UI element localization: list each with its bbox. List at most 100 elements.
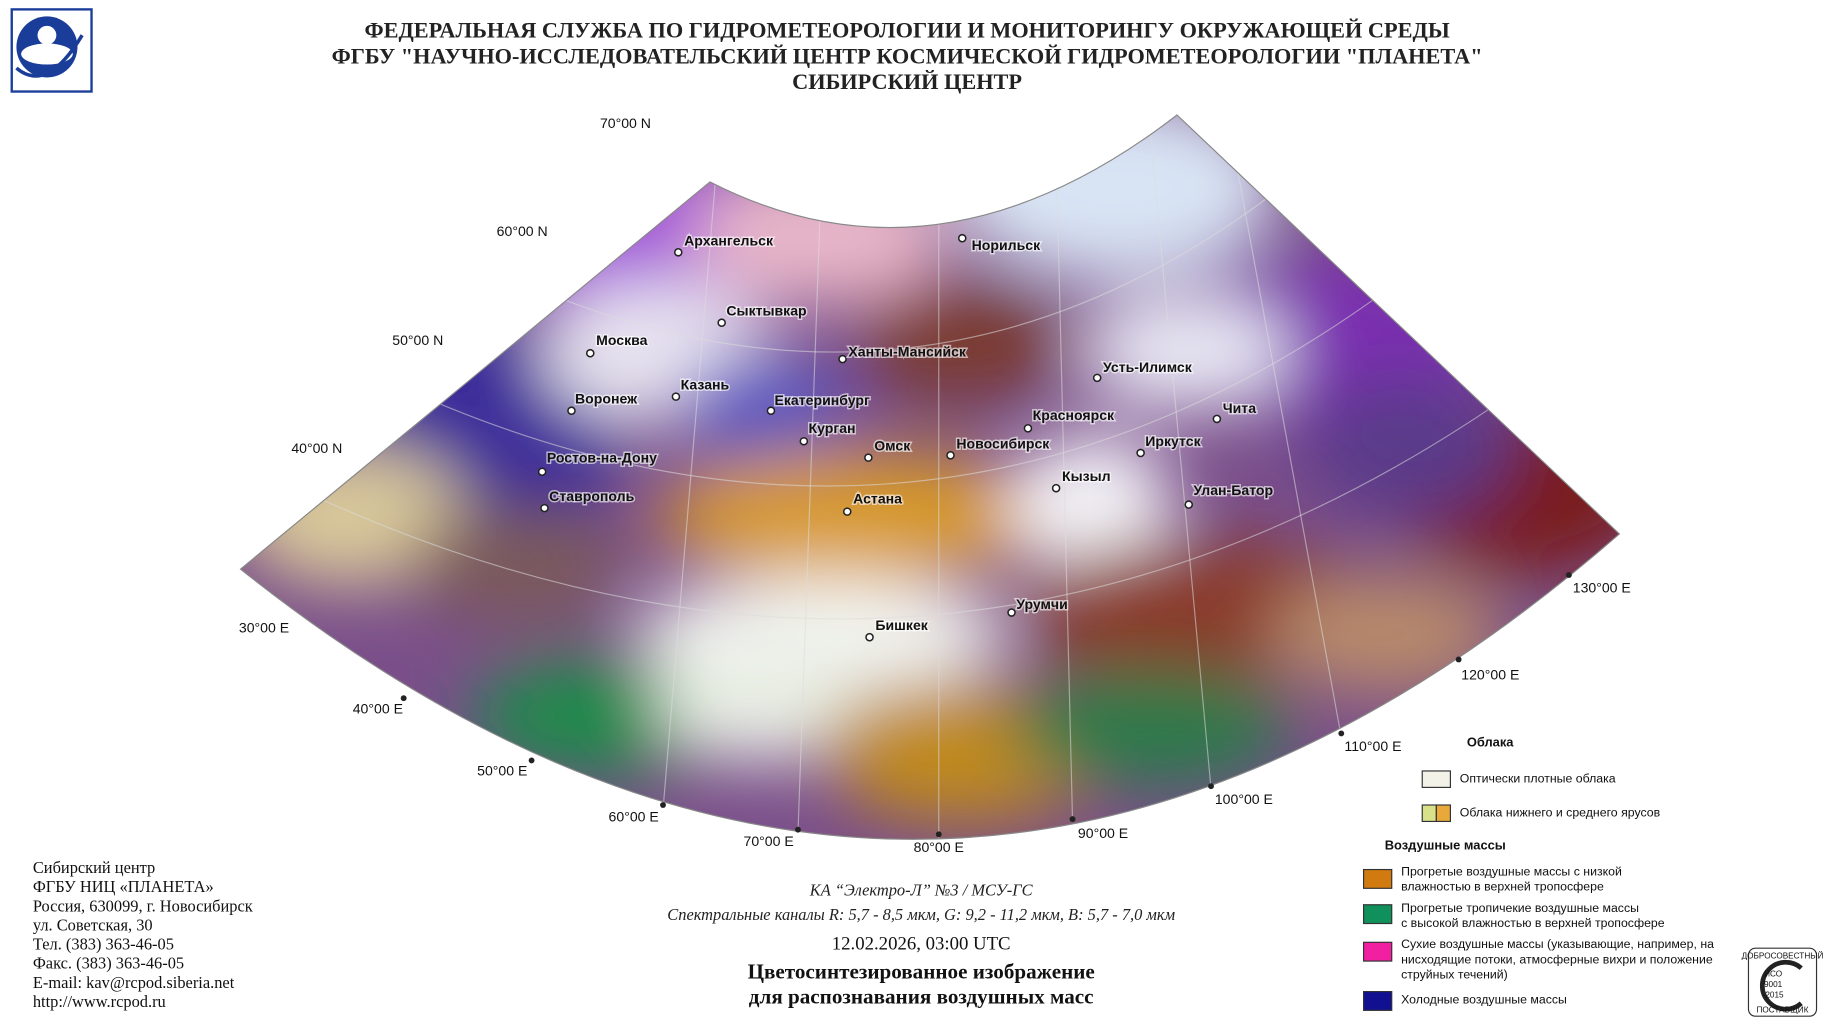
lat-labels: 70°00 N 60°00 N 50°00 N 40°00 N (291, 115, 651, 456)
city-label: Чита (1223, 400, 1256, 416)
contact-line: Сибирский центр (33, 858, 155, 877)
city-dot (585, 348, 595, 358)
city-dot (865, 632, 874, 642)
city-label: Курган (809, 420, 856, 436)
legend-label: Прогретые воздушные массы с низкой (1401, 864, 1622, 878)
contact-line: ФГБУ НИЦ «ПЛАНЕТА» (33, 877, 214, 896)
lat-label: 70°00 N (600, 115, 651, 131)
legend-swatch (1362, 941, 1393, 962)
legend-label: Облака нижнего и среднего ярусов (1460, 806, 1660, 820)
caption-channels: Спектральные каналы R: 5,7 - 8,5 мкм, G:… (667, 905, 1175, 924)
lon-tick (1455, 656, 1462, 663)
city-label: Усть-Илимск (1103, 359, 1193, 375)
legend-label: Холодные воздушные массы (1401, 992, 1567, 1006)
city-dot (864, 453, 873, 462)
city-dot (717, 318, 726, 327)
city-dot (1136, 448, 1145, 458)
lon-label: 120°00 E (1461, 666, 1519, 682)
city-label: Ростов-на-Дону (547, 449, 657, 465)
city-label: Ханты-Мансийск (848, 344, 967, 360)
city-label: Улан-Батор (1193, 482, 1273, 498)
legend-label: нисходящие потоки, атмосферные вихри и п… (1401, 952, 1713, 966)
lon-label: 110°00 E (1344, 738, 1401, 754)
satellite-image (240, 115, 1620, 840)
city-dot (1007, 608, 1016, 617)
city-dot (766, 406, 776, 415)
city-dot (1212, 414, 1222, 424)
lon-tick (1338, 730, 1345, 737)
city-dot (842, 507, 852, 516)
city-dot (1051, 483, 1061, 493)
legend-swatch (1421, 804, 1437, 823)
city-dot (567, 406, 576, 415)
badge-text: 9001 (1764, 980, 1783, 989)
city-dot (838, 354, 847, 364)
legend-label: с высокой влажностью в верхней тропосфер… (1401, 916, 1665, 930)
city-label: Казань (681, 377, 730, 393)
legend-swatch (1435, 804, 1451, 823)
city-dot (957, 233, 967, 243)
city-label: Архангельск (684, 232, 774, 248)
header-line: ФЕДЕРАЛЬНАЯ СЛУЖБА ПО ГИДРОМЕТЕОРОЛОГИИ … (364, 18, 1449, 43)
contact-line: Факс. (383) 363-46-05 (33, 954, 184, 973)
city-dot (1023, 424, 1033, 433)
city-label: Иркутск (1145, 433, 1201, 449)
city-label: Омск (874, 438, 911, 454)
contact-line: E-mail: kav@rcpod.siberia.net (33, 973, 235, 992)
map-frame (239, 114, 1621, 840)
header-line: СИБИРСКИЙ ЦЕНТР (792, 69, 1022, 94)
city-label: Кызыл (1062, 468, 1111, 484)
city-dot (1092, 373, 1102, 383)
badge-text: -2015 (1763, 990, 1784, 999)
iso-badge: ДОБРОСОВЕСТНЫЙ ИСО 9001 -2015 ПОСТАВЩИК (1742, 947, 1824, 1017)
logo (10, 8, 93, 93)
legend-title: Облака (1467, 734, 1514, 749)
city-label: Воронеж (575, 391, 638, 407)
caption-datetime: 12.02.2026, 03:00 UTC (832, 933, 1011, 954)
city-label: Москва (596, 332, 647, 348)
city-label: Норильск (972, 237, 1041, 253)
cities: Архангельск Норильск Сыктывкар Москва Ханты-… (537, 231, 1275, 642)
city-label: Екатеринбург (774, 392, 870, 408)
legend-swatch (1362, 990, 1393, 1011)
city-label: Новосибирск (956, 435, 1050, 451)
caption-title: Цветосинтезированное изображение (748, 960, 1095, 984)
lon-label: 80°00 E (914, 839, 964, 855)
lat-label: 50°00 N (392, 332, 443, 348)
contact-line: ул. Советская, 30 (33, 915, 153, 934)
city-dot (537, 467, 547, 477)
badge-text: ИСО (1764, 969, 1782, 978)
legend-swatch (1421, 770, 1451, 788)
badge-text: ПОСТАВЩИК (1757, 1006, 1809, 1015)
city-dot (540, 503, 549, 513)
lat-label: 40°00 N (291, 440, 342, 456)
lon-tick (1069, 816, 1076, 823)
legend-label: Сухие воздушные массы (указывающие, напр… (1401, 937, 1714, 951)
legend-label: Оптически плотные облака (1460, 772, 1616, 786)
lon-tick (1565, 572, 1572, 578)
city-label: Ставрополь (549, 488, 634, 504)
lon-label: 40°00 E (353, 700, 403, 716)
lon-label: 60°00 E (609, 808, 659, 824)
lon-label: 90°00 E (1078, 825, 1128, 841)
lon-tick (935, 831, 942, 838)
city-dot (671, 392, 681, 401)
lon-label: 130°00 E (1573, 580, 1631, 596)
lat-label: 60°00 N (497, 223, 548, 239)
header-line: ФГБУ "НАУЧНО-ИССЛЕДОВАТЕЛЬСКИЙ ЦЕНТР КОС… (332, 43, 1483, 68)
city-label: Бишкек (875, 617, 928, 633)
caption-title: для распознавания воздушных масс (749, 984, 1094, 1008)
city-dot (946, 451, 955, 460)
badge-text: ДОБРОСОВЕСТНЫЙ (1742, 950, 1824, 961)
city-label: Урумчи (1016, 596, 1068, 612)
lon-label: 30°00 E (239, 619, 289, 635)
city-dot (673, 248, 683, 257)
city-dot (1184, 500, 1194, 509)
graticule (257, 129, 1538, 840)
contact-line: http://www.rcpod.ru (33, 992, 166, 1011)
caption-satellite: КА “Электро-Л” №3 / МСУ-ГС (809, 880, 1034, 899)
legend-title: Воздушные массы (1385, 838, 1506, 853)
